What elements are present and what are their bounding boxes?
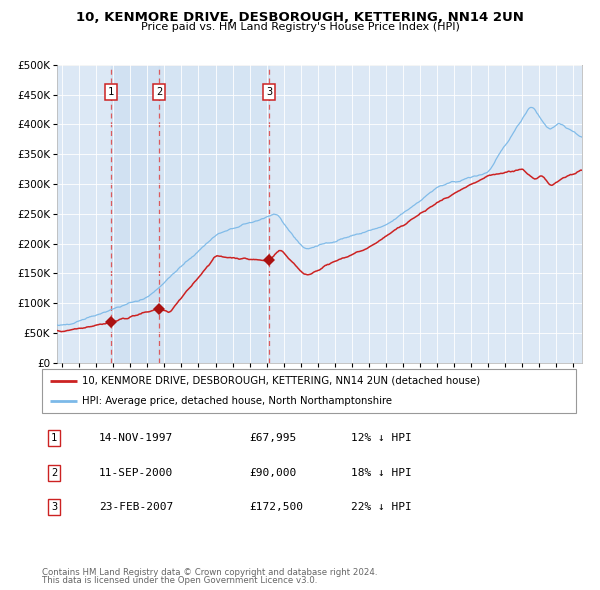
Text: 11-SEP-2000: 11-SEP-2000 (99, 468, 173, 477)
Text: 1: 1 (108, 87, 114, 97)
Text: 2: 2 (51, 468, 57, 477)
Text: This data is licensed under the Open Government Licence v3.0.: This data is licensed under the Open Gov… (42, 576, 317, 585)
Text: £67,995: £67,995 (249, 434, 296, 443)
Text: £172,500: £172,500 (249, 502, 303, 512)
Text: 3: 3 (51, 502, 57, 512)
Bar (269, 65, 582, 363)
Bar (111, 65, 159, 363)
Bar (159, 65, 269, 363)
Text: 23-FEB-2007: 23-FEB-2007 (99, 502, 173, 512)
Text: 10, KENMORE DRIVE, DESBOROUGH, KETTERING, NN14 2UN (detached house): 10, KENMORE DRIVE, DESBOROUGH, KETTERING… (82, 376, 481, 386)
Text: 14-NOV-1997: 14-NOV-1997 (99, 434, 173, 443)
Text: 12% ↓ HPI: 12% ↓ HPI (351, 434, 412, 443)
Text: 1: 1 (51, 434, 57, 443)
Bar (57, 65, 111, 363)
Text: 22% ↓ HPI: 22% ↓ HPI (351, 502, 412, 512)
Text: 18% ↓ HPI: 18% ↓ HPI (351, 468, 412, 477)
Text: HPI: Average price, detached house, North Northamptonshire: HPI: Average price, detached house, Nort… (82, 396, 392, 406)
Text: 3: 3 (266, 87, 272, 97)
Text: £90,000: £90,000 (249, 468, 296, 477)
Text: Price paid vs. HM Land Registry's House Price Index (HPI): Price paid vs. HM Land Registry's House … (140, 22, 460, 32)
Text: 10, KENMORE DRIVE, DESBOROUGH, KETTERING, NN14 2UN: 10, KENMORE DRIVE, DESBOROUGH, KETTERING… (76, 11, 524, 24)
Text: 2: 2 (156, 87, 163, 97)
Text: Contains HM Land Registry data © Crown copyright and database right 2024.: Contains HM Land Registry data © Crown c… (42, 568, 377, 577)
